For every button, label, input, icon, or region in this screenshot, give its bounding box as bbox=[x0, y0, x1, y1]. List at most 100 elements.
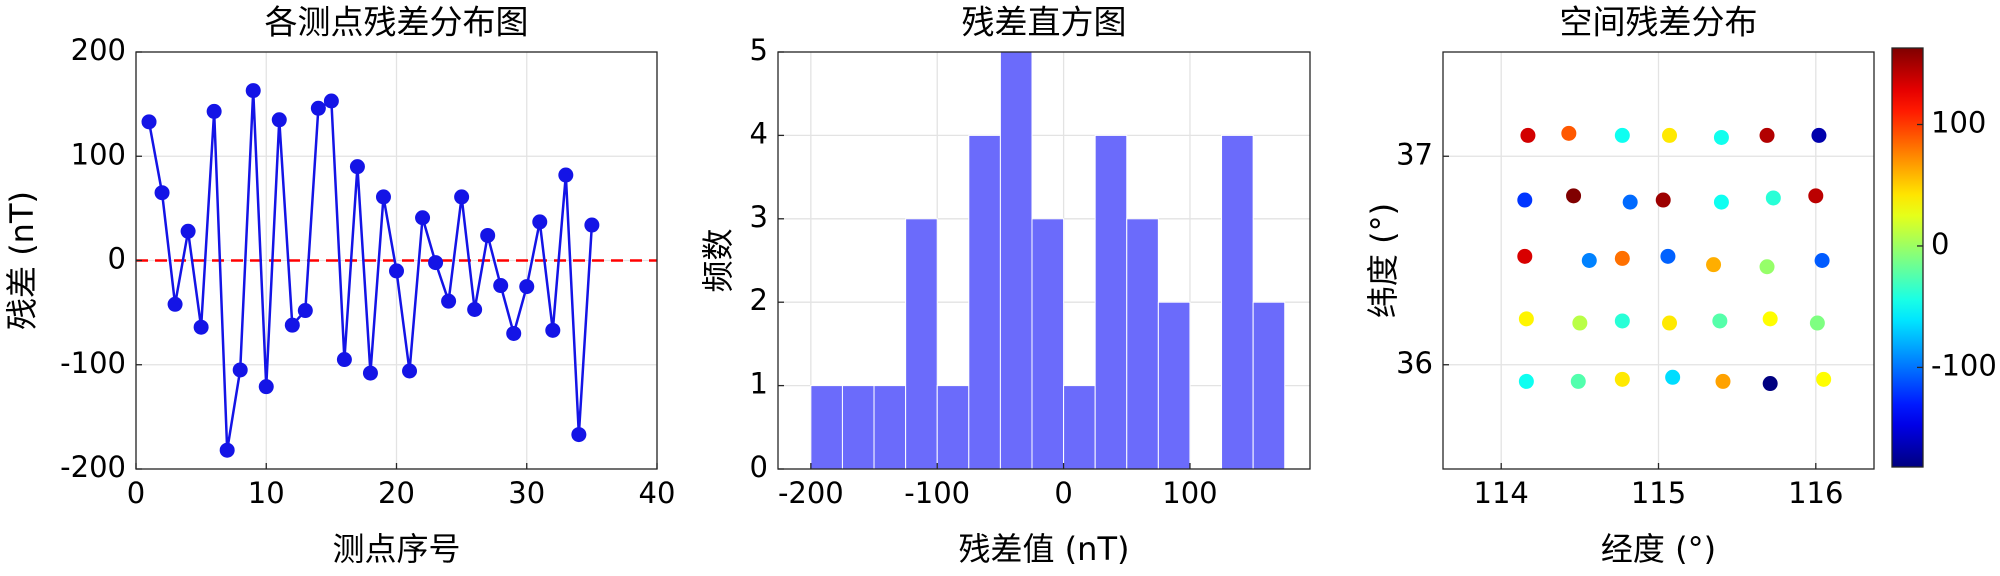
chart-title: 空间残差分布 bbox=[1560, 3, 1758, 42]
histogram-bar bbox=[841, 385, 875, 470]
scatter-point bbox=[1520, 127, 1536, 143]
scatter-point bbox=[1665, 369, 1681, 385]
data-point bbox=[375, 189, 391, 205]
histogram-bar bbox=[873, 385, 907, 470]
chart-title: 残差直方图 bbox=[962, 3, 1127, 42]
scatter-point bbox=[1614, 250, 1630, 266]
x-axis-label: 残差值 (nT) bbox=[959, 530, 1130, 568]
data-point bbox=[362, 365, 378, 381]
data-point bbox=[336, 352, 352, 368]
y-tick-label: -200 bbox=[60, 450, 126, 484]
axes-frame bbox=[777, 51, 1311, 470]
data-point bbox=[584, 217, 600, 233]
x-tick-label: 0 bbox=[1054, 476, 1072, 510]
scatter-point bbox=[1518, 373, 1534, 389]
data-point bbox=[180, 223, 196, 239]
y-tick-label: 1 bbox=[750, 367, 768, 401]
histogram-bar bbox=[810, 385, 843, 470]
scatter-point bbox=[1715, 373, 1731, 389]
x-tick-label: 0 bbox=[127, 476, 145, 510]
data-point bbox=[271, 112, 287, 128]
y-tick-label: 200 bbox=[71, 33, 126, 67]
scatter-point bbox=[1581, 253, 1597, 268]
scatter-point bbox=[1759, 259, 1775, 275]
y-tick-label: 3 bbox=[750, 200, 768, 234]
data-point bbox=[258, 379, 274, 395]
y-tick-label: 36 bbox=[1396, 346, 1433, 380]
data-point bbox=[402, 363, 418, 379]
scatter-point bbox=[1662, 315, 1678, 331]
x-tick-label: 30 bbox=[508, 476, 545, 510]
x-axis-label: 测点序号 bbox=[332, 530, 460, 568]
data-point bbox=[454, 189, 470, 205]
data-point bbox=[480, 227, 496, 243]
y-tick-label: 0 bbox=[108, 242, 126, 276]
histogram-bar bbox=[1126, 218, 1159, 470]
x-tick-label: -100 bbox=[904, 476, 970, 510]
y-tick-label: 4 bbox=[750, 116, 768, 150]
histogram-bar bbox=[936, 385, 970, 470]
data-point bbox=[219, 442, 235, 458]
histogram-bar bbox=[1094, 134, 1128, 470]
scatter-point bbox=[1759, 127, 1775, 143]
y-tick-label: 100 bbox=[71, 137, 126, 171]
y-tick-label: 37 bbox=[1396, 137, 1433, 171]
data-point bbox=[441, 293, 457, 309]
scatter-point bbox=[1517, 248, 1533, 264]
x-axis-label: 经度 (°) bbox=[1601, 530, 1716, 568]
scatter-point bbox=[1614, 127, 1630, 143]
y-axis-label: 频数 bbox=[699, 228, 737, 292]
data-point bbox=[245, 83, 261, 99]
scatter-point bbox=[1762, 376, 1778, 392]
data-point bbox=[310, 100, 326, 116]
scatter-point bbox=[1614, 313, 1630, 329]
y-tick-label: -100 bbox=[60, 346, 126, 380]
scatter-point bbox=[1706, 257, 1722, 273]
scatter-point bbox=[1518, 311, 1534, 327]
y-tick-label: 5 bbox=[750, 33, 768, 67]
data-point bbox=[141, 114, 157, 130]
colorbar-tick-label: 100 bbox=[1931, 106, 1986, 140]
data-point bbox=[532, 214, 548, 230]
data-point bbox=[467, 301, 483, 317]
scatter-point bbox=[1655, 192, 1671, 208]
chart-title: 各测点残差分布图 bbox=[265, 3, 529, 42]
scatter-point bbox=[1622, 194, 1638, 210]
data-point bbox=[284, 317, 300, 333]
data-point bbox=[493, 278, 509, 294]
histogram-bar bbox=[999, 51, 1033, 470]
histogram-bar bbox=[1252, 301, 1286, 470]
colorbar-tick-label: -100 bbox=[1931, 348, 1997, 382]
scatter-point bbox=[1713, 129, 1729, 145]
data-point bbox=[428, 255, 444, 271]
y-tick-label: 2 bbox=[750, 283, 768, 317]
scatter-point bbox=[1811, 127, 1827, 143]
y-axis-label: 纬度 (°) bbox=[1364, 203, 1402, 318]
x-tick-label: -200 bbox=[778, 476, 844, 510]
data-point bbox=[167, 296, 183, 312]
x-tick-label: 114 bbox=[1474, 476, 1529, 510]
scatter-point bbox=[1712, 313, 1728, 329]
histogram-bar bbox=[1031, 218, 1065, 470]
data-point bbox=[323, 93, 339, 109]
scatter-point bbox=[1762, 311, 1778, 327]
colorbar-tick-label: 0 bbox=[1931, 227, 1949, 261]
scatter-point bbox=[1765, 190, 1781, 206]
scatter-point bbox=[1614, 371, 1630, 387]
scatter-point bbox=[1814, 253, 1830, 268]
data-point bbox=[506, 325, 522, 341]
scatter-point bbox=[1561, 125, 1577, 141]
scatter-point bbox=[1517, 192, 1533, 208]
x-tick-label: 10 bbox=[248, 476, 285, 510]
histogram-bar bbox=[1157, 301, 1191, 470]
y-axis-label: 残差 (nT) bbox=[3, 191, 41, 330]
histogram-bar bbox=[1063, 385, 1096, 470]
scatter-point bbox=[1816, 371, 1832, 387]
x-tick-label: 20 bbox=[378, 476, 415, 510]
data-point bbox=[349, 159, 365, 175]
data-point bbox=[297, 303, 313, 319]
data-point bbox=[545, 322, 561, 338]
scatter-point bbox=[1713, 194, 1729, 210]
data-point bbox=[193, 319, 209, 335]
